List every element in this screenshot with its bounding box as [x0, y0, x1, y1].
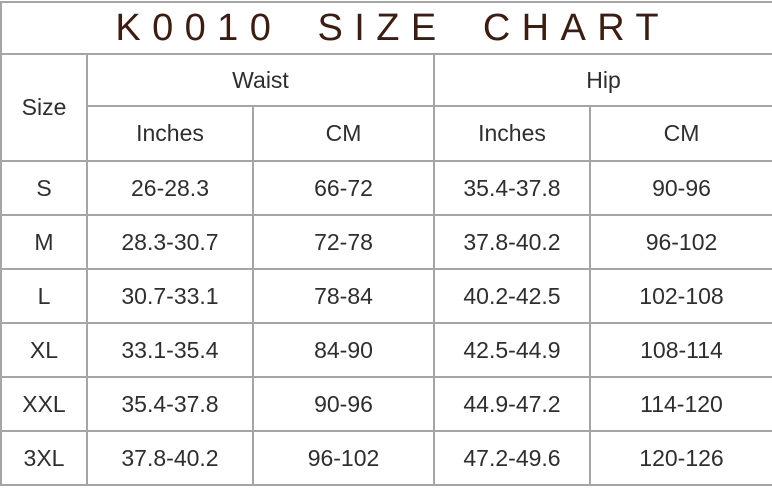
hip-inches-header: Inches [433, 105, 591, 162]
hip-cm-cell: 114-120 [589, 376, 772, 432]
table-row-m: M 28.3-30.7 72-78 37.8-40.2 96-102 [0, 214, 772, 270]
hip-inches-cell: 47.2-49.6 [433, 430, 591, 486]
table-row-3xl: 3XL 37.8-40.2 96-102 47.2-49.6 120-126 [0, 430, 772, 486]
waist-cm-cell: 90-96 [252, 376, 435, 432]
waist-inches-cell: 30.7-33.1 [86, 268, 254, 324]
table-row-s: S 26-28.3 66-72 35.4-37.8 90-96 [0, 160, 772, 216]
hip-inches-cell: 37.8-40.2 [433, 214, 591, 270]
waist-inches-cell: 37.8-40.2 [86, 430, 254, 486]
waist-cm-cell: 84-90 [252, 322, 435, 378]
hip-cm-cell: 96-102 [589, 214, 772, 270]
waist-cm-header: CM [252, 105, 435, 162]
size-cell: M [0, 214, 88, 270]
size-cell: XL [0, 322, 88, 378]
hip-inches-cell: 40.2-42.5 [433, 268, 591, 324]
size-cell: L [0, 268, 88, 324]
waist-inches-cell: 28.3-30.7 [86, 214, 254, 270]
hip-cm-cell: 108-114 [589, 322, 772, 378]
table-row-xl: XL 33.1-35.4 84-90 42.5-44.9 108-114 [0, 322, 772, 378]
group-header-row: Size Waist Hip [0, 53, 772, 162]
waist-inches-header: Inches [86, 105, 254, 162]
waist-inches-cell: 33.1-35.4 [86, 322, 254, 378]
size-cell: 3XL [0, 430, 88, 486]
waist-inches-cell: 26-28.3 [86, 160, 254, 216]
waist-group-header: Waist [86, 53, 435, 107]
hip-inches-cell: 44.9-47.2 [433, 376, 591, 432]
size-chart-body: S 26-28.3 66-72 35.4-37.8 90-96 M 28.3-3… [0, 160, 772, 486]
waist-cm-cell: 66-72 [252, 160, 435, 216]
waist-cm-cell: 72-78 [252, 214, 435, 270]
size-chart-header: K0010 SIZE CHART Size Waist Hip Inches C… [0, 1, 772, 162]
waist-cm-cell: 78-84 [252, 268, 435, 324]
page-title: K0010 SIZE CHART [0, 1, 772, 55]
table-row-xxl: XXL 35.4-37.8 90-96 44.9-47.2 114-120 [0, 376, 772, 432]
waist-cm-cell: 96-102 [252, 430, 435, 486]
hip-group-header: Hip [433, 53, 772, 107]
hip-inches-cell: 35.4-37.8 [433, 160, 591, 216]
size-cell: XXL [0, 376, 88, 432]
waist-inches-cell: 35.4-37.8 [86, 376, 254, 432]
hip-inches-cell: 42.5-44.9 [433, 322, 591, 378]
size-column-header: Size [0, 53, 88, 162]
size-chart-table: K0010 SIZE CHART Size Waist Hip Inches C… [0, 1, 772, 486]
hip-cm-cell: 102-108 [589, 268, 772, 324]
hip-cm-cell: 90-96 [589, 160, 772, 216]
sub-header-row: Inches CM Inches CM [1, 105, 772, 162]
size-cell: S [0, 160, 88, 216]
title-row: K0010 SIZE CHART [0, 1, 772, 55]
table-row-l: L 30.7-33.1 78-84 40.2-42.5 102-108 [0, 268, 772, 324]
hip-cm-header: CM [589, 105, 772, 162]
hip-cm-cell: 120-126 [589, 430, 772, 486]
